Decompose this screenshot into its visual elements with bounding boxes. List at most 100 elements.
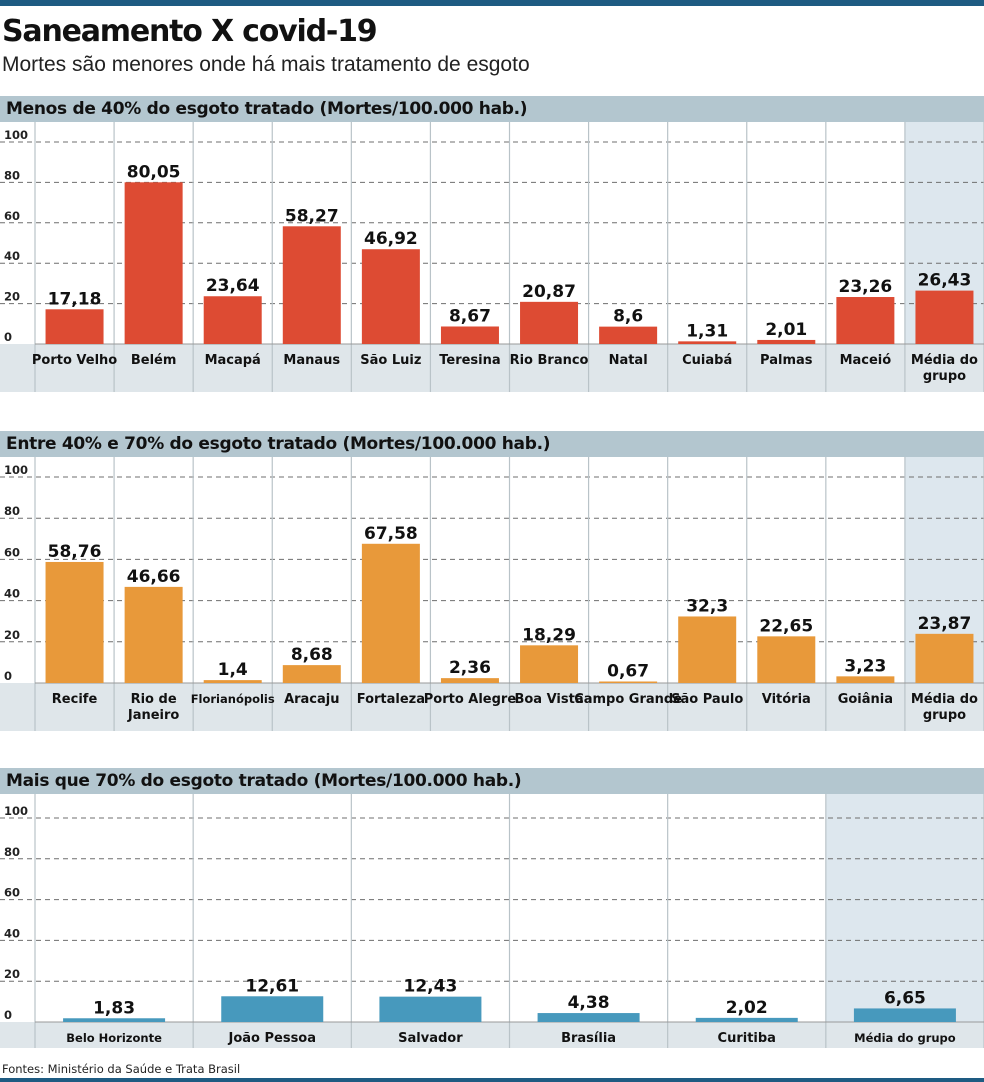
category-label-line: Teresina — [439, 353, 500, 368]
bar — [203, 680, 262, 683]
category-label-line: Florianópolis — [191, 692, 275, 706]
category-label-line: Rio Branco — [510, 353, 589, 368]
bar — [599, 681, 658, 683]
category-label: Florianópolis — [191, 692, 275, 706]
y-tick-label: 20 — [4, 967, 20, 981]
category-label-line: Fortaleza — [357, 692, 425, 707]
y-tick-label: 80 — [4, 504, 20, 518]
bar — [45, 309, 104, 344]
value-label: 17,18 — [48, 289, 102, 309]
category-label-line: Campo Grande — [574, 692, 682, 707]
category-label-line: Boa Vista — [514, 692, 583, 707]
category-label-line: Média do grupo — [854, 1031, 956, 1045]
value-label: 26,43 — [918, 271, 972, 291]
category-label-line: Belo Horizonte — [66, 1031, 162, 1045]
category-label-band — [0, 344, 984, 392]
y-tick-label: 0 — [4, 330, 12, 344]
category-label-line: Macapá — [205, 353, 261, 368]
value-label: 12,43 — [404, 977, 458, 997]
bar — [537, 1013, 640, 1022]
bar — [63, 1018, 166, 1022]
category-label: Campo Grande — [574, 692, 682, 707]
category-label-band — [0, 1022, 984, 1048]
category-label-line: Porto Alegre — [424, 692, 517, 707]
y-tick-label: 80 — [4, 845, 20, 859]
y-tick-label: 60 — [4, 886, 20, 900]
category-label-band — [0, 683, 984, 731]
panel-title: Mais que 70% do esgoto tratado (Mortes/1… — [0, 768, 984, 794]
value-label: 6,65 — [884, 988, 926, 1008]
category-label: Porto Alegre — [424, 692, 517, 707]
category-label-line: Belém — [131, 353, 177, 368]
category-label: Aracaju — [284, 692, 339, 707]
bar — [757, 636, 816, 683]
category-label-line: Vitória — [762, 692, 811, 707]
bar — [379, 996, 482, 1022]
bar — [124, 182, 183, 344]
y-tick-label: 80 — [4, 168, 20, 182]
bar-chart-mid-treatment: 0 20 40 60 80 100 58,76 Recife 46,66 Rio de Janeir… — [0, 457, 984, 731]
value-label: 67,58 — [364, 524, 418, 544]
category-label: Recife — [52, 692, 98, 707]
bar — [915, 633, 974, 683]
value-label: 46,92 — [364, 229, 418, 249]
category-label-line: Recife — [52, 692, 98, 707]
value-label: 46,66 — [127, 567, 181, 587]
category-label: Maceió — [840, 353, 892, 368]
category-label: Boa Vista — [514, 692, 583, 707]
bar — [520, 645, 579, 683]
bar — [203, 296, 262, 344]
bar — [361, 249, 420, 344]
value-label: 23,26 — [838, 277, 892, 297]
bar-chart-high-treatment: 0 20 40 60 80 100 1,83 Belo Horizonte 12,61 João … — [0, 794, 984, 1048]
category-label: Belém — [131, 353, 177, 368]
category-label-line: Curitiba — [718, 1031, 776, 1046]
category-label: Natal — [609, 353, 648, 368]
bar — [599, 326, 658, 344]
value-label: 2,02 — [726, 998, 768, 1018]
value-label: 23,64 — [206, 276, 260, 296]
bar — [124, 586, 183, 683]
category-label: São Paulo — [671, 692, 743, 707]
bar — [282, 665, 341, 683]
chart-subtitle: Mortes são menores onde há mais tratamen… — [2, 53, 530, 76]
value-label: 0,67 — [607, 662, 649, 682]
category-label-line: Média do — [911, 353, 978, 368]
average-label-cell — [904, 344, 984, 392]
category-label-line: grupo — [923, 369, 966, 384]
category-label-line: Goiânia — [838, 692, 893, 707]
category-label: Cuiabá — [682, 353, 732, 368]
category-label: Manaus — [283, 353, 340, 368]
value-label: 32,3 — [686, 596, 728, 616]
value-label: 1,31 — [686, 321, 728, 341]
average-label-cell — [825, 1022, 984, 1048]
value-label: 2,36 — [449, 658, 491, 678]
bar — [440, 326, 499, 344]
category-label-line: Janeiro — [127, 708, 180, 723]
value-label: 4,38 — [568, 993, 610, 1013]
y-tick-label: 60 — [4, 209, 20, 223]
category-label-line: Cuiabá — [682, 353, 732, 368]
value-label: 22,65 — [759, 616, 813, 636]
category-label-line: Porto Velho — [32, 353, 117, 368]
category-label: Palmas — [760, 353, 813, 368]
y-tick-label: 40 — [4, 249, 20, 263]
category-label-line: Aracaju — [284, 692, 339, 707]
panel-title: Menos de 40% do esgoto tratado (Mortes/1… — [0, 96, 984, 122]
category-label-line: Salvador — [398, 1031, 463, 1046]
y-tick-label: 40 — [4, 926, 20, 940]
category-label: Macapá — [205, 353, 261, 368]
category-label-line: São Luiz — [360, 353, 421, 368]
value-label: 1,4 — [218, 660, 248, 680]
y-tick-label: 40 — [4, 587, 20, 601]
category-label: Vitória — [762, 692, 811, 707]
y-tick-label: 100 — [4, 804, 28, 818]
top-brand-bar — [0, 0, 984, 6]
category-label: Rio de Janeiro — [127, 692, 180, 723]
category-label-line: Maceió — [840, 353, 892, 368]
panel-mid-treatment: Entre 40% e 70% do esgoto tratado (Morte… — [0, 431, 984, 733]
y-tick-label: 100 — [4, 463, 28, 477]
category-label: São Luiz — [360, 353, 421, 368]
panel-title: Entre 40% e 70% do esgoto tratado (Morte… — [0, 431, 984, 457]
category-label: Média do grupo — [911, 692, 978, 723]
